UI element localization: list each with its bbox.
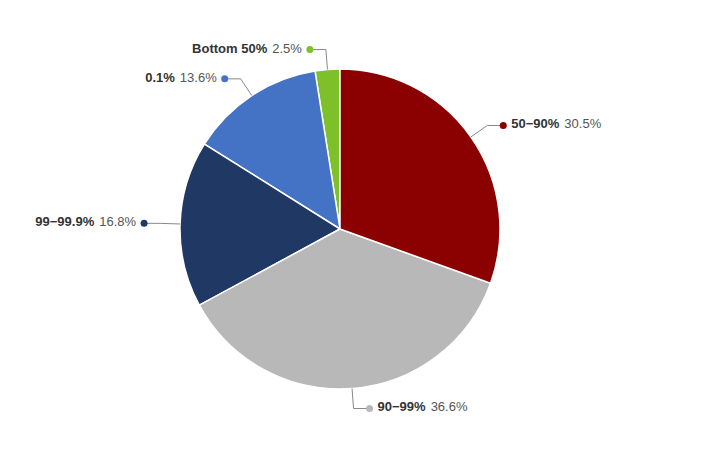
leader-line bbox=[225, 79, 252, 96]
leader-line bbox=[310, 50, 328, 70]
category-label: 50−90% bbox=[511, 117, 560, 132]
value-label: 13.6% bbox=[180, 70, 217, 85]
leader-line bbox=[471, 125, 503, 137]
slice-label: 90−99% 36.6% bbox=[378, 400, 468, 415]
leader-line bbox=[144, 223, 180, 225]
leader-line bbox=[352, 389, 370, 409]
labels: Bottom 50% 2.5% 0.1% 13.6% 99−99.9% 16.8% 90−9… bbox=[35, 41, 601, 415]
category-label: Bottom 50% bbox=[192, 41, 268, 56]
label-dot bbox=[366, 405, 373, 412]
slices bbox=[180, 69, 500, 389]
slice-label: 0.1% 13.6% bbox=[145, 70, 217, 85]
chart-container: Bottom 50% 2.5% 0.1% 13.6% 99−99.9% 16.8% 90−9… bbox=[0, 0, 720, 458]
label-dot bbox=[221, 75, 228, 82]
category-label: 99−99.9% bbox=[35, 215, 94, 230]
value-label: 30.5% bbox=[564, 117, 601, 132]
category-label: 0.1% bbox=[145, 70, 175, 85]
chart: Bottom 50% 2.5% 0.1% 13.6% 99−99.9% 16.8% 90−9… bbox=[0, 0, 720, 458]
slice-label: 99−99.9% 16.8% bbox=[35, 215, 136, 230]
pie-slice bbox=[340, 69, 500, 283]
slice-label: Bottom 50% 2.5% bbox=[192, 41, 302, 56]
label-dot bbox=[500, 122, 507, 129]
slice-label: 50−90% 30.5% bbox=[511, 117, 601, 132]
label-dot bbox=[141, 220, 148, 227]
value-label: 2.5% bbox=[272, 41, 302, 56]
category-label: 90−99% bbox=[378, 400, 427, 415]
label-dot bbox=[306, 46, 313, 53]
value-label: 16.8% bbox=[99, 215, 136, 230]
value-label: 36.6% bbox=[431, 400, 468, 415]
